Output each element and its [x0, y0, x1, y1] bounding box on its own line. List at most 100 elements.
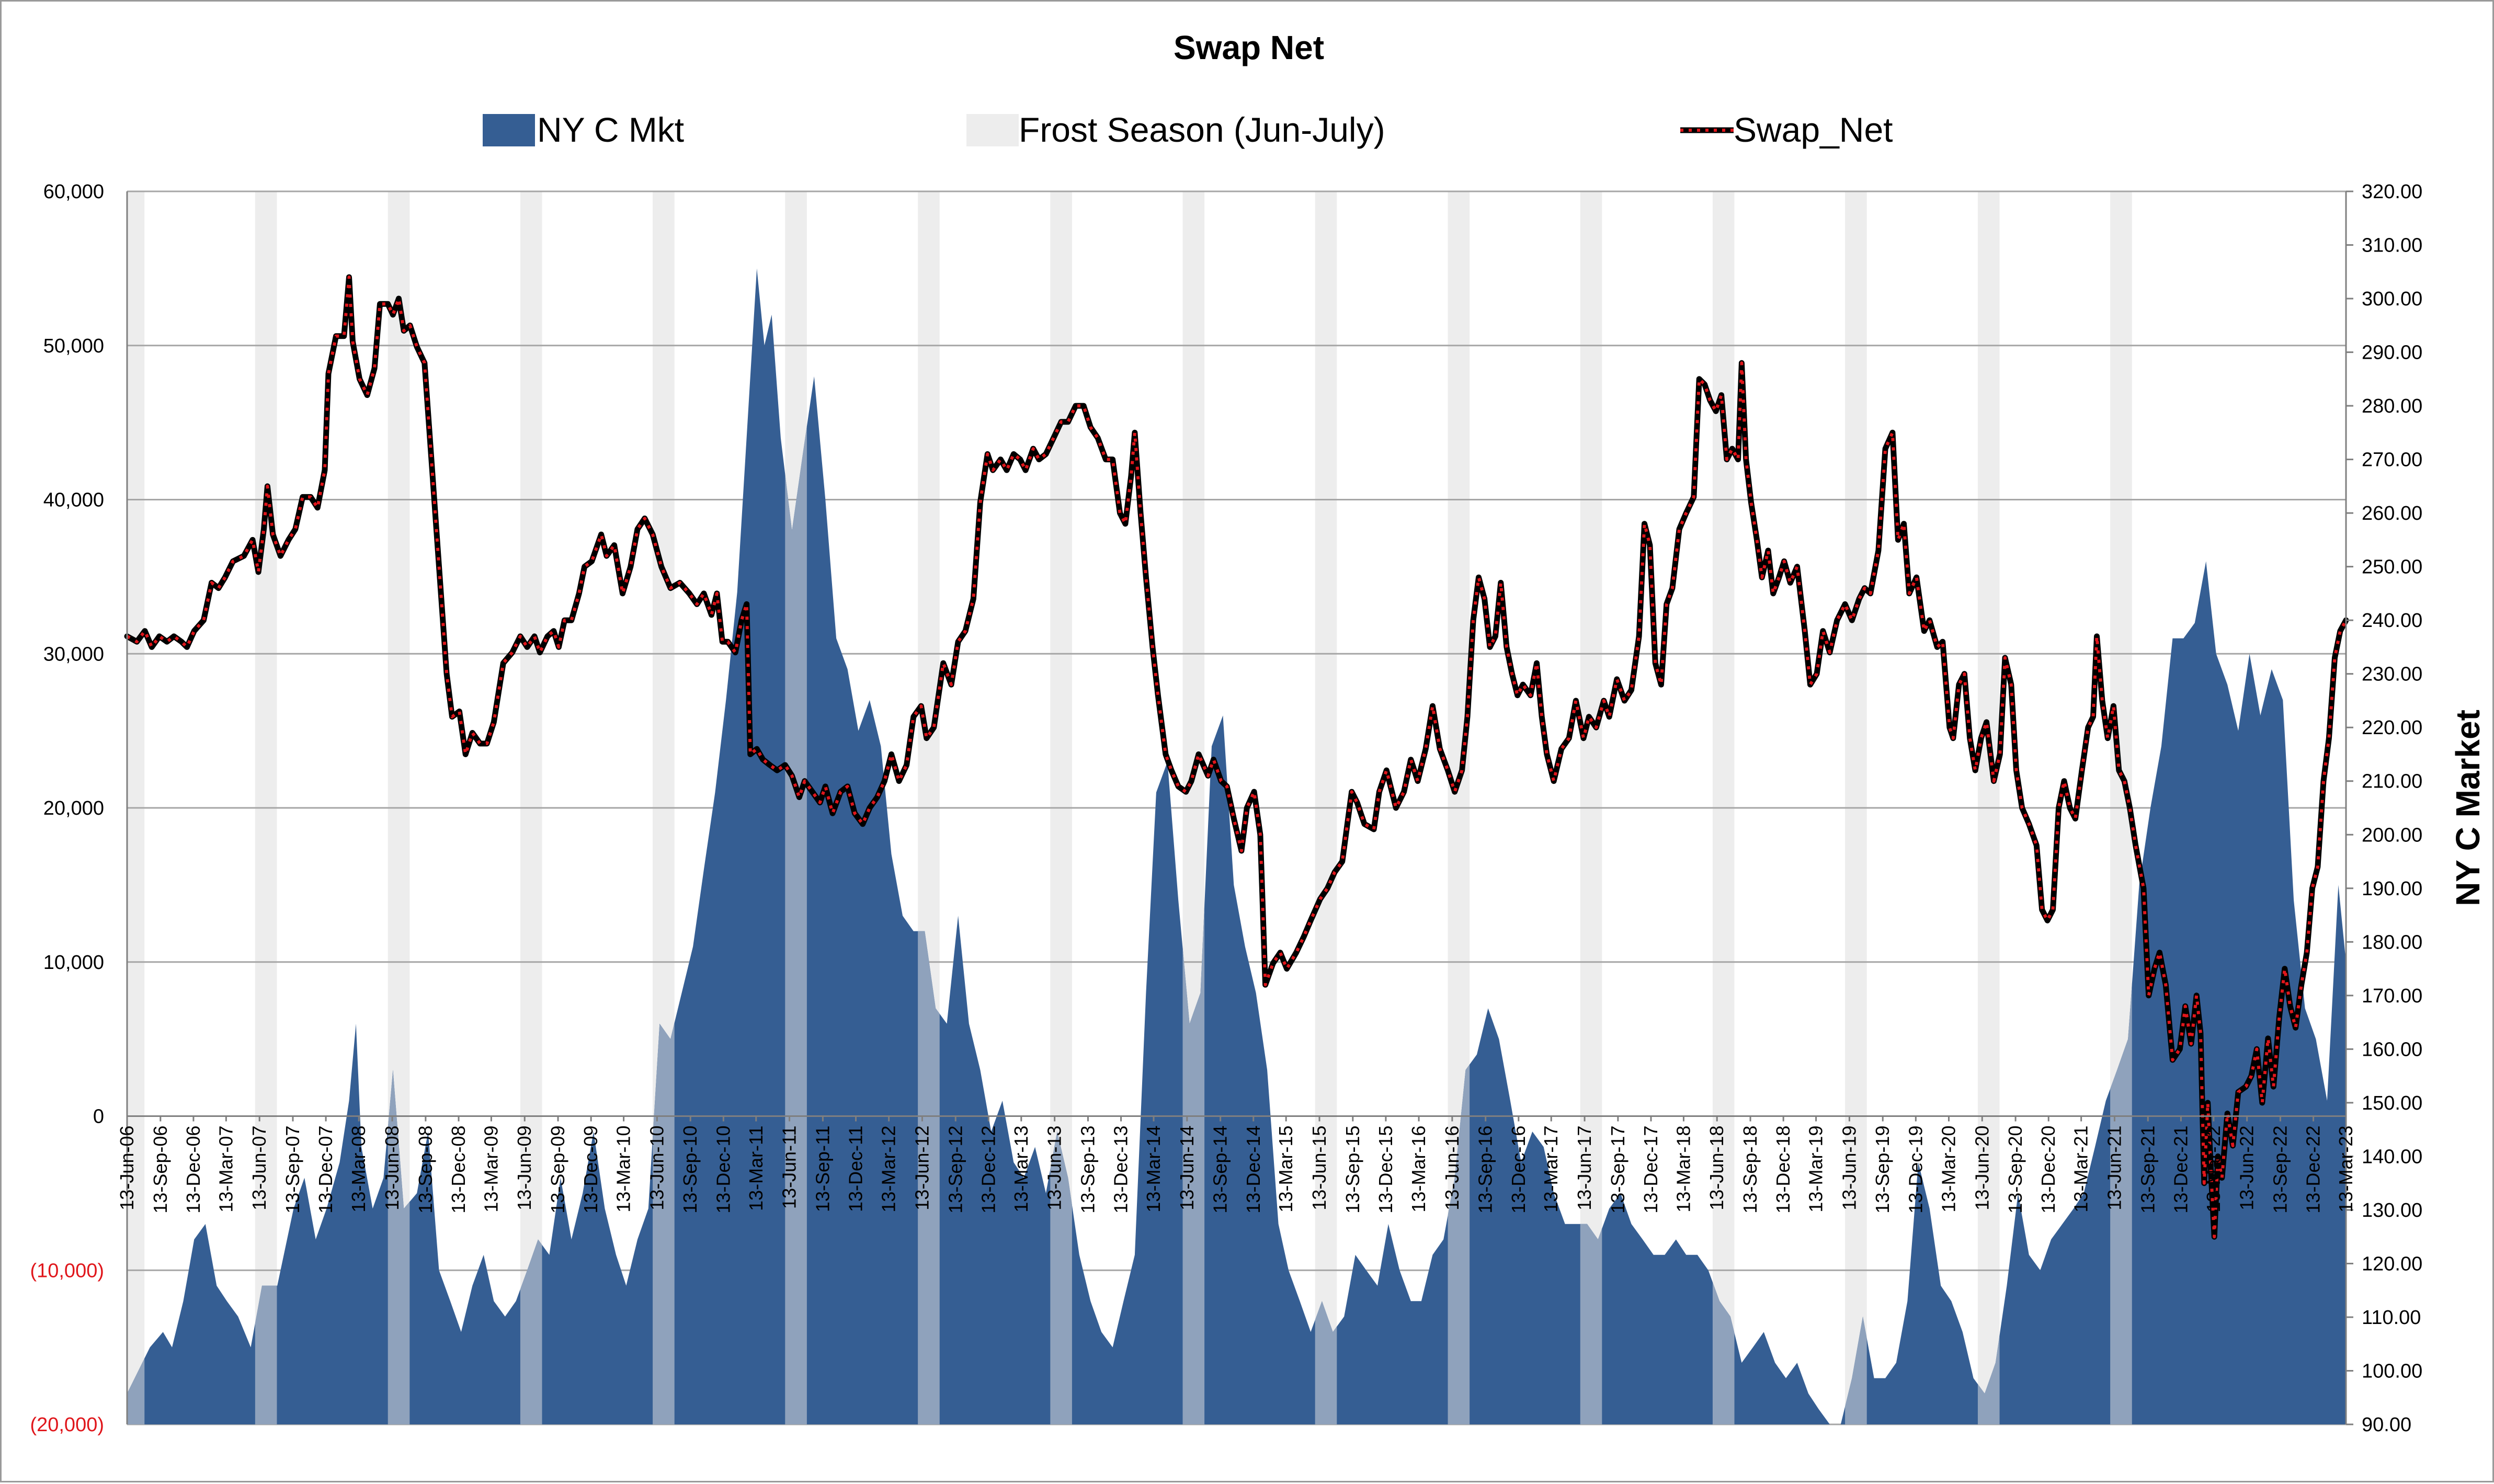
- legend-item-frost-season: Frost Season (Jun-July): [966, 110, 1385, 149]
- left-axis-tick-label: 40,000: [43, 489, 104, 511]
- x-axis-tick-label: 13-Sep-14: [1210, 1126, 1231, 1214]
- x-axis-tick-label: 13-Mar-21: [2070, 1126, 2092, 1213]
- x-axis-tick-label: 13-Dec-14: [1243, 1126, 1264, 1214]
- x-axis-tick-label: 13-Jun-10: [646, 1126, 667, 1211]
- ny-c-mkt-area-frost-overlay: [127, 1358, 145, 1424]
- right-axis-tick-label: 110.00: [2362, 1307, 2421, 1329]
- right-axis-tick-label: 150.00: [2362, 1092, 2422, 1114]
- x-axis-tick-label: 13-Jun-18: [1706, 1126, 1727, 1211]
- x-axis-tick-label: 13-Dec-12: [977, 1126, 999, 1214]
- x-axis-tick-label: 13-Sep-11: [812, 1126, 833, 1212]
- right-axis-ticks: 320.00 310.00 300.00 290.00 280.00 270.00 260.…: [2346, 181, 2422, 1436]
- ny-c-mkt-area-frost-overlay: [1845, 1316, 1867, 1424]
- left-axis-tick-label: (10,000): [30, 1260, 104, 1282]
- x-axis-tick-label: 13-Jun-19: [1838, 1126, 1860, 1211]
- x-axis-tick-label: 13-Sep-21: [2137, 1126, 2158, 1214]
- x-axis-tick-label: 13-Jun-08: [381, 1126, 403, 1211]
- legend-label-swap-net: Swap_Net: [1734, 110, 1893, 149]
- right-axis-tick-label: 100.00: [2362, 1360, 2422, 1382]
- right-axis-tick-label: 260.00: [2362, 503, 2422, 524]
- right-axis-tick-label: 290.00: [2362, 342, 2422, 364]
- x-axis-tick-label: 13-Jun-14: [1176, 1126, 1198, 1211]
- right-axis-tick-label: 160.00: [2362, 1038, 2422, 1060]
- legend: NY C Mkt Frost Season (Jun-July) Swap_Ne…: [483, 110, 1893, 149]
- right-axis-tick-label: 250.00: [2362, 556, 2422, 578]
- ny-c-mkt-area-fill: [127, 268, 2346, 1425]
- right-axis-tick-label: 300.00: [2362, 288, 2422, 310]
- x-axis-tick-label: 13-Mar-20: [1938, 1126, 1960, 1213]
- x-axis-tick-label: 13-Dec-15: [1375, 1126, 1396, 1214]
- x-axis-tick-label: 13-Dec-10: [712, 1126, 734, 1214]
- x-axis-tick-label: 13-Sep-13: [1077, 1126, 1099, 1214]
- ny-c-mkt-area-frost-overlay: [1315, 1301, 1337, 1424]
- right-axis-tick-label: 280.00: [2362, 395, 2422, 417]
- right-axis-tick-label: 220.00: [2362, 717, 2422, 739]
- ny-c-mkt-area-frost-overlay: [1580, 1224, 1602, 1424]
- ny-c-mkt-area-frost-overlay: [1050, 1132, 1072, 1424]
- ny-c-mkt-area-frost-overlay: [2110, 984, 2132, 1424]
- right-axis-tick-label: 120.00: [2362, 1253, 2422, 1275]
- x-axis-tick-label: 13-Sep-10: [679, 1126, 701, 1214]
- x-axis-tick-label: 13-Sep-08: [415, 1126, 436, 1214]
- x-axis-tick-label: 13-Sep-06: [150, 1126, 171, 1214]
- x-axis-tick-label: 13-Mar-23: [2335, 1126, 2356, 1213]
- x-axis-tick-label: 13-Jun-13: [1044, 1126, 1065, 1211]
- legend-swatch-frost-season: [966, 114, 1019, 146]
- swap-net-line-path: [124, 274, 2349, 1240]
- x-axis-tick-label: 13-Jun-21: [2104, 1126, 2125, 1211]
- x-axis-tick-label: 13-Mar-09: [480, 1126, 502, 1213]
- plot-area: [124, 190, 2349, 1425]
- left-axis-tick-label: 10,000: [43, 952, 104, 974]
- chart-title: Swap Net: [1174, 29, 1324, 66]
- legend-item-swap-net: Swap_Net: [1680, 110, 1893, 149]
- x-axis-tick-label: 13-Dec-18: [1772, 1126, 1794, 1214]
- left-axis-tick-label: (20,000): [30, 1414, 104, 1436]
- x-axis-tick-label: 13-Sep-19: [1872, 1126, 1893, 1214]
- x-axis-tick-label: 13-Mar-12: [878, 1126, 899, 1213]
- ny-c-mkt-area-frost-overlay: [520, 1239, 542, 1424]
- legend-label-ny-c-mkt: NY C Mkt: [537, 110, 684, 149]
- ny-c-mkt-area-frost-overlay: [255, 1285, 277, 1424]
- legend-item-ny-c-mkt: NY C Mkt: [483, 110, 684, 149]
- x-axis-tick-label: 13-Dec-19: [1905, 1126, 1926, 1214]
- x-axis-tick-label: 13-Mar-11: [745, 1126, 767, 1211]
- right-axis-tick-label: 200.00: [2362, 824, 2422, 846]
- right-axis-tick-label: 320.00: [2362, 181, 2422, 203]
- right-axis-title: NY C Market: [2449, 710, 2487, 906]
- ny-c-mkt-area-frost-overlay: [1182, 905, 1205, 1424]
- x-axis-tick-label: 13-Dec-21: [2170, 1126, 2191, 1214]
- x-axis-tick-label: 13-Jun-15: [1308, 1126, 1330, 1211]
- right-axis-tick-label: 240.00: [2362, 610, 2422, 632]
- x-axis-tick-label: 13-Dec-11: [845, 1126, 867, 1212]
- x-axis-tick-label: 13-Mar-15: [1275, 1126, 1296, 1213]
- ny-c-mkt-area-frost-overlay: [1712, 1282, 1735, 1424]
- x-axis-tick-label: 13-Dec-08: [448, 1126, 469, 1214]
- ny-c-mkt-area-frost-overlay: [918, 931, 940, 1424]
- x-axis-tick-label: 13-Dec-16: [1508, 1126, 1529, 1214]
- x-axis-tick-label: 13-Mar-18: [1672, 1126, 1694, 1213]
- x-axis-tick-label: 13-Mar-16: [1408, 1126, 1429, 1213]
- x-axis-tick-label: 13-Mar-22: [2203, 1126, 2224, 1213]
- ny-c-mkt-area-frost-overlay: [785, 426, 807, 1424]
- right-axis-tick-label: 140.00: [2362, 1146, 2422, 1168]
- x-axis-tick-label: 13-Jun-20: [1971, 1126, 1992, 1211]
- x-axis-tick-label: 13-Mar-14: [1143, 1126, 1164, 1213]
- left-axis-tick-label: 50,000: [43, 335, 104, 357]
- x-axis-tick-label: 13-Jun-17: [1574, 1126, 1595, 1211]
- x-axis-tick-label: 13-Jun-22: [2236, 1126, 2258, 1211]
- left-axis-tick-label: 30,000: [43, 643, 104, 665]
- x-axis-tick-label: 13-Sep-09: [547, 1126, 568, 1214]
- x-axis-tick-label: 13-Sep-12: [944, 1126, 966, 1214]
- x-axis-tick-label: 13-Sep-16: [1475, 1126, 1496, 1214]
- x-axis-tick-label: 13-Dec-13: [1110, 1126, 1132, 1214]
- left-axis-tick-label: 0: [93, 1106, 104, 1128]
- x-axis-tick-label: 13-Mar-19: [1805, 1126, 1827, 1213]
- left-axis-tick-label: 20,000: [43, 797, 104, 819]
- x-axis-ticks: 13-Jun-06 13-Sep-06 13-Dec-06 13-Mar-07 13-J…: [116, 1115, 2356, 1214]
- x-axis-tick-label: 13-Jun-06: [116, 1126, 138, 1211]
- x-axis-tick-label: 13-Mar-17: [1540, 1126, 1562, 1213]
- ny-c-mkt-area-frost-overlay: [653, 1022, 675, 1424]
- x-axis-tick-label: 13-Mar-08: [348, 1126, 369, 1213]
- legend-swatch-ny-c-mkt: [483, 114, 535, 146]
